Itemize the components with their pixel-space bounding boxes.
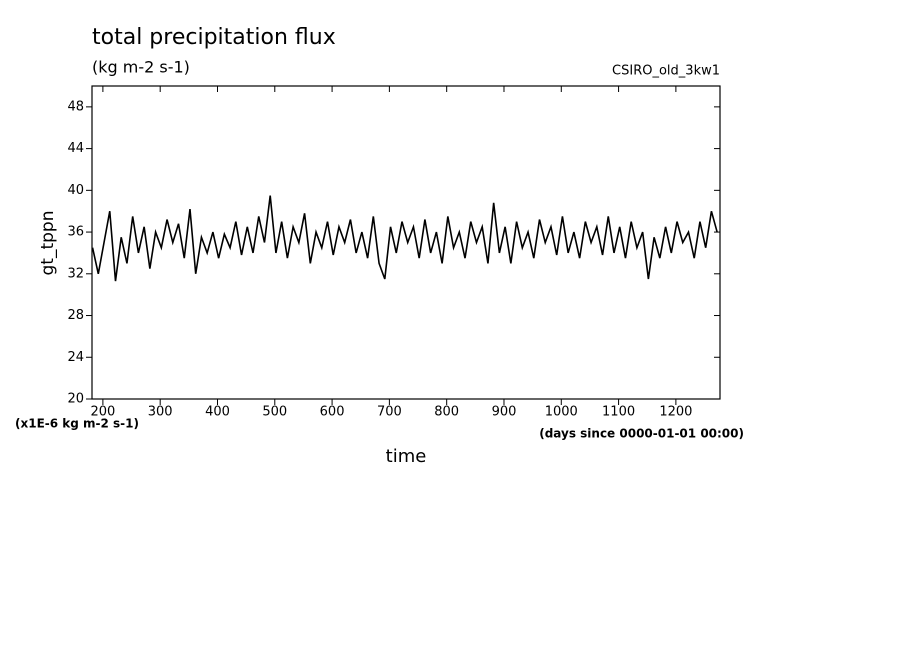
x-tick-label: 1100 [602,405,635,420]
y-tick-label: 28 [67,308,84,323]
x-tick-label: 900 [492,405,517,420]
data-line [91,195,718,282]
y-units: (x1E-6 kg m-2 s-1) [15,417,139,431]
x-tick-label: 500 [262,405,287,420]
x-tick-label: 200 [90,405,115,420]
y-tick-label: 40 [67,183,84,198]
y-tick-label: 48 [67,99,84,114]
chart-subtitle: (kg m-2 s-1) [92,58,190,77]
dataset-label: CSIRO_old_3kw1 [612,64,720,79]
x-units: (days since 0000-01-01 00:00) [539,427,744,441]
x-axis-label: time [386,446,427,467]
x-tick-label: 700 [377,405,402,420]
x-tick-label: 300 [148,405,173,420]
x-tick-label: 1200 [659,405,692,420]
y-tick-label: 36 [67,225,84,240]
x-tick-label: 800 [434,405,459,420]
plot-frame [91,85,721,400]
x-tick-label: 400 [205,405,230,420]
y-tick-label: 24 [67,350,84,365]
y-tick-label: 44 [67,141,84,156]
x-tick-label: 1000 [545,405,578,420]
chart-title: total precipitation flux [92,25,336,50]
y-tick-label: 32 [67,266,84,281]
y-tick-label: 20 [67,392,84,407]
x-tick-label: 600 [320,405,345,420]
y-axis-label: gt_tppn [38,211,58,276]
